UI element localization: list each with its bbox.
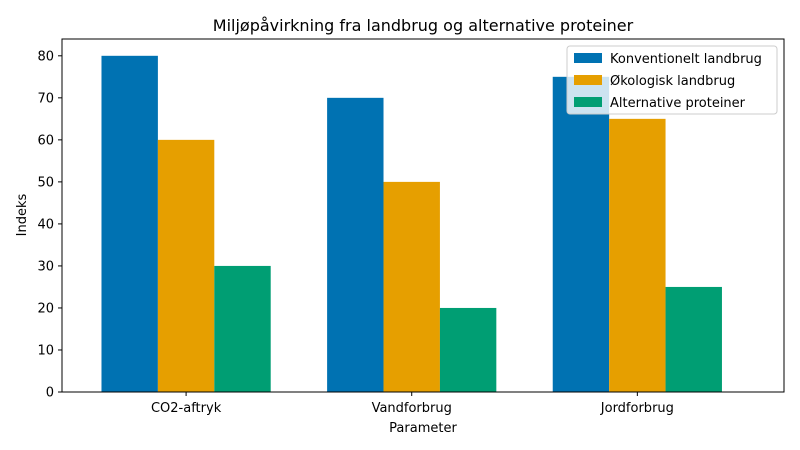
y-tick-label: 60 xyxy=(37,133,54,148)
bars-group xyxy=(101,55,722,393)
y-tick-label: 0 xyxy=(46,386,54,401)
y-tick-label: 20 xyxy=(37,301,54,316)
y-axis-label: Indeks xyxy=(15,193,30,236)
legend-label-2: Alternative proteiner xyxy=(610,96,746,111)
y-tick-label: 10 xyxy=(37,343,54,358)
y-axis: 0 10 20 30 40 50 60 70 80 xyxy=(37,49,62,401)
bar-2-0 xyxy=(214,265,271,392)
bar-0-0 xyxy=(101,55,158,393)
legend: Konventionelt landbrug Økologisk landbrug… xyxy=(566,45,778,115)
bar-1-0 xyxy=(157,139,215,392)
chart-title: Miljøpåvirkning fra landbrug og alternat… xyxy=(213,16,634,35)
plot-frame xyxy=(61,38,785,393)
legend-label-0: Konventionelt landbrug xyxy=(610,52,762,67)
bar-2-1 xyxy=(439,307,497,392)
y-tick-label: 70 xyxy=(37,91,54,106)
bar-2-2 xyxy=(665,286,722,392)
legend-swatch-2 xyxy=(574,97,602,107)
x-tick-label: Vandforbrug xyxy=(372,401,452,416)
y-tick-label: 40 xyxy=(37,217,54,232)
bar-0-1 xyxy=(327,97,384,392)
bar-1-1 xyxy=(383,181,440,392)
x-axis: CO2-aftryk Vandforbrug Jordforbrug xyxy=(151,392,674,416)
bar-0-2 xyxy=(552,76,610,393)
y-tick-label: 30 xyxy=(37,259,54,274)
legend-swatch-0 xyxy=(574,53,602,63)
y-tick-label: 80 xyxy=(37,49,54,64)
y-tick-label: 50 xyxy=(37,175,54,190)
x-axis-label: Parameter xyxy=(389,421,457,436)
legend-label-1: Økologisk landbrug xyxy=(610,74,735,89)
legend-swatch-1 xyxy=(574,75,602,85)
x-tick-label: CO2-aftryk xyxy=(151,401,222,416)
x-tick-label: Jordforbrug xyxy=(600,401,674,416)
legend-box xyxy=(566,45,778,115)
bar-1-2 xyxy=(609,118,666,392)
